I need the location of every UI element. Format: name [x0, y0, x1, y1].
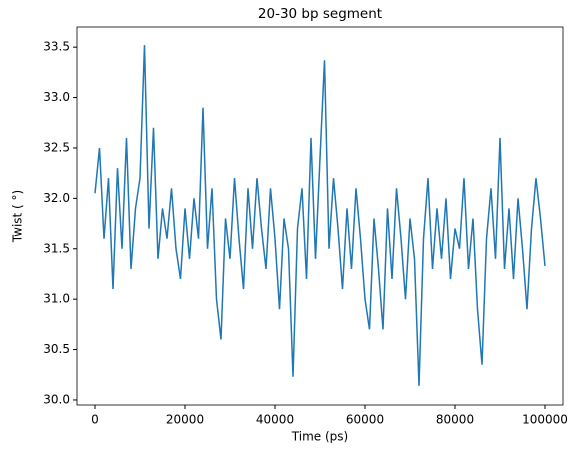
y-tick-label: 31.0 — [43, 292, 70, 306]
y-tick-label: 32.0 — [43, 191, 70, 205]
y-axis-label: Twist ( °) — [11, 190, 25, 243]
x-tick-label: 60000 — [346, 413, 384, 427]
x-axis-label: Time (ps) — [291, 430, 348, 444]
chart-title: 20-30 bp segment — [258, 6, 382, 22]
x-tick-label: 80000 — [436, 413, 474, 427]
y-tick-label: 33.0 — [43, 90, 70, 104]
plot-frame — [76, 26, 564, 406]
y-tick-label: 32.5 — [43, 140, 70, 154]
y-tick-label: 33.5 — [43, 40, 70, 54]
y-tick-label: 30.0 — [43, 392, 70, 406]
y-tick-label: 31.5 — [43, 241, 70, 255]
y-tick-label: 30.5 — [43, 342, 70, 356]
data-line — [94, 45, 546, 386]
x-tick-label: 20000 — [166, 413, 204, 427]
x-tick-label: 0 — [91, 413, 99, 427]
x-tick-label: 100000 — [522, 413, 568, 427]
x-tick-label: 40000 — [256, 413, 294, 427]
